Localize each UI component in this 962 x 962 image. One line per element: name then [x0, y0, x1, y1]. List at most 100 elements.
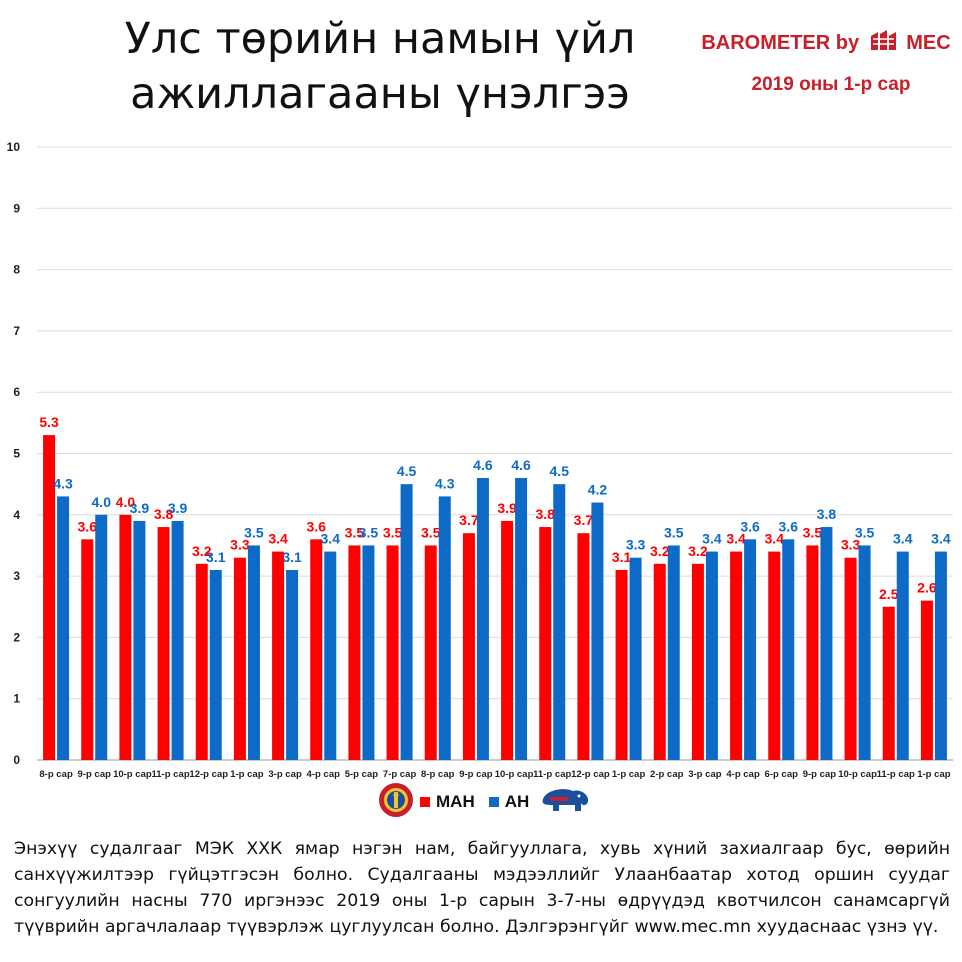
x-tick-label: 1-р сар — [612, 769, 646, 780]
data-label: 3.6 — [779, 518, 799, 534]
data-label: 3.1 — [612, 549, 632, 565]
data-label: 3.5 — [383, 524, 403, 540]
bar-ah — [95, 514, 108, 760]
bar-ah — [362, 545, 375, 760]
data-label: 3.3 — [841, 537, 861, 553]
bar-ah — [133, 520, 146, 760]
y-tick-label: 6 — [13, 385, 20, 399]
data-label: 3.5 — [244, 524, 264, 540]
bar-man — [882, 606, 895, 760]
y-tick-label: 8 — [13, 263, 20, 277]
mec-logo-icon — [869, 30, 897, 58]
bar-man — [157, 527, 170, 760]
brand-barometer: BAROMETER by MEC — [690, 30, 962, 58]
y-tick-label: 2 — [13, 630, 20, 644]
x-tick-label: 10-р сар — [838, 769, 877, 780]
title-line-2: ажиллагааны үнэлгээ — [130, 69, 630, 119]
data-label: 3.6 — [78, 518, 98, 534]
bar-ah — [476, 478, 489, 760]
bar-man — [691, 563, 704, 760]
x-tick-label: 11-р сар — [152, 769, 190, 780]
bar-man — [806, 545, 819, 760]
chart-legend: МАН АН — [378, 782, 618, 822]
bar-man — [730, 551, 743, 760]
bar-man — [119, 514, 132, 760]
data-label: 4.6 — [511, 457, 531, 473]
data-label: 3.2 — [688, 543, 708, 559]
bar-ah — [324, 551, 337, 760]
bar-ah — [629, 557, 642, 760]
bar-man — [768, 551, 781, 760]
data-label: 3.8 — [817, 506, 837, 522]
data-label: 2.5 — [879, 586, 899, 602]
data-label: 4.0 — [116, 494, 136, 510]
data-label: 3.6 — [307, 518, 327, 534]
x-tick-label: 8-р сар — [39, 769, 73, 780]
bar-man — [539, 527, 552, 760]
bar-man — [653, 563, 666, 760]
data-label: 3.1 — [282, 549, 302, 565]
y-tick-label: 5 — [13, 447, 20, 461]
x-tick-label: 7-р сар — [383, 769, 417, 780]
brand-mec: MEC — [906, 32, 951, 54]
bar-ah — [209, 569, 222, 760]
chart-title: Улс төрийн намын үйл ажиллагааны үнэлгээ — [110, 12, 650, 122]
data-label: 5.3 — [39, 414, 59, 430]
x-tick-label: 9-р сар — [459, 769, 493, 780]
data-label: 3.4 — [893, 531, 913, 547]
legend-swatch-ah — [488, 797, 499, 807]
y-tick-label: 0 — [13, 753, 20, 767]
data-label: 3.1 — [206, 549, 226, 565]
data-label: 3.4 — [268, 531, 288, 547]
data-label: 3.7 — [574, 512, 594, 528]
data-label: 3.5 — [359, 524, 379, 540]
bar-ah — [667, 545, 680, 760]
data-label: 3.4 — [931, 531, 951, 547]
x-tick-label: 9-р сар — [78, 769, 112, 780]
data-label: 3.4 — [726, 531, 746, 547]
soyombo-emblem-icon — [378, 782, 414, 823]
bar-man — [615, 569, 628, 760]
bar-ah — [896, 551, 909, 760]
x-tick-label: 9-р сар — [803, 769, 837, 780]
bar-ah — [591, 502, 604, 760]
data-label: 3.9 — [497, 500, 517, 516]
data-label: 4.3 — [53, 475, 73, 491]
data-label: 3.2 — [650, 543, 670, 559]
bar-ah — [515, 478, 528, 760]
data-label: 3.3 — [230, 537, 250, 553]
data-label: 3.9 — [130, 500, 150, 516]
bar-ah — [820, 527, 833, 760]
bar-man — [43, 435, 56, 760]
x-tick-label: 3-р сар — [688, 769, 722, 780]
bar-man — [844, 557, 857, 760]
bar-ah — [171, 520, 184, 760]
data-label: 3.5 — [803, 524, 823, 540]
bar-man — [233, 557, 246, 760]
data-label: 3.8 — [154, 506, 174, 522]
data-label: 3.3 — [626, 537, 646, 553]
bar-man — [272, 551, 285, 760]
bar-ah — [286, 569, 299, 760]
y-tick-label: 7 — [13, 324, 20, 338]
data-label: 3.7 — [459, 512, 479, 528]
bar-man — [424, 545, 437, 760]
x-tick-label: 3-р сар — [268, 769, 302, 780]
bar-man — [501, 520, 514, 760]
bar-ah — [553, 484, 566, 760]
chart-subtitle: 2019 оны 1-р сар — [751, 74, 911, 95]
data-label: 3.9 — [168, 500, 188, 516]
x-tick-label: 10-р сар — [113, 769, 152, 780]
data-label: 3.2 — [192, 543, 212, 559]
brand-text: BAROMETER by — [701, 32, 860, 54]
x-tick-label: 11-р сар — [877, 769, 915, 780]
x-tick-label: 12-р сар — [189, 769, 228, 780]
title-line-1: Улс төрийн намын үйл — [124, 14, 636, 64]
bar-ah — [934, 551, 947, 760]
x-tick-label: 6-р сар — [765, 769, 799, 780]
x-tick-label: 2-р сар — [650, 769, 684, 780]
bar-ah — [705, 551, 718, 760]
bar-man — [386, 545, 399, 760]
data-label: 4.6 — [473, 457, 493, 473]
y-tick-label: 9 — [13, 201, 20, 215]
